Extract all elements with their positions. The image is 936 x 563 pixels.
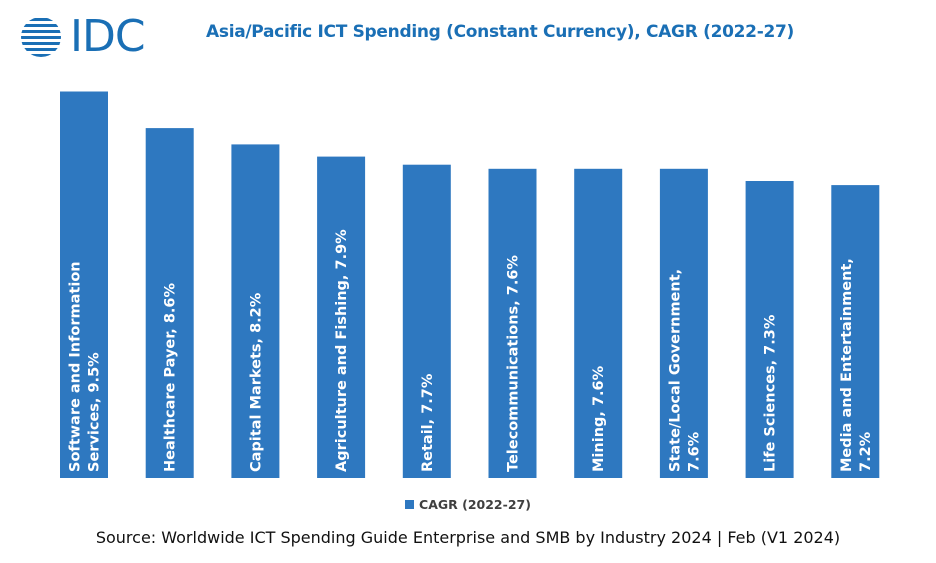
- bar-label-10: Media and Entertainment, 7.2%: [839, 258, 874, 472]
- bar-label-2: Healthcare Payer, 8.6%: [163, 282, 179, 472]
- bar-label-line: 7.6%: [686, 431, 702, 472]
- legend-label: CAGR (2022-27): [419, 497, 531, 512]
- idc-globe-icon: [21, 18, 61, 57]
- bar-label-line: Agriculture and Fishing, 7.9%: [334, 229, 350, 472]
- bar-4: [317, 156, 366, 478]
- bar-label-line: Healthcare Payer, 8.6%: [163, 282, 179, 472]
- bar-label-line: 7.2%: [858, 431, 874, 472]
- bar-label-line: Mining, 7.6%: [591, 365, 607, 472]
- bar-label-8: State/Local Government, 7.6%: [667, 269, 702, 472]
- chart-legend: CAGR (2022-27): [0, 497, 936, 512]
- bar-label-line: Media and Entertainment,: [839, 258, 855, 472]
- bar-label-line: Telecommunications, 7.6%: [506, 255, 522, 472]
- chart-title: Asia/Pacific ICT Spending (Constant Curr…: [206, 22, 794, 42]
- source-note: Source: Worldwide ICT Spending Guide Ent…: [95, 528, 841, 547]
- bar-label-line: State/Local Government,: [667, 269, 683, 472]
- legend-swatch: [405, 500, 415, 509]
- bar-label-line: Life Sciences, 7.3%: [763, 314, 779, 472]
- bar-10: [831, 185, 880, 478]
- bar-label-line: Capital Markets, 8.2%: [248, 292, 264, 472]
- bar-7: [574, 168, 623, 479]
- bar-label-6: Telecommunications, 7.6%: [506, 255, 522, 472]
- bar-label-4: Agriculture and Fishing, 7.9%: [334, 229, 350, 472]
- bar-label-5: Retail, 7.7%: [420, 373, 436, 472]
- bar-label-line: Retail, 7.7%: [420, 373, 436, 472]
- bar-5: [402, 164, 451, 478]
- bar-label-7: Mining, 7.6%: [591, 365, 607, 472]
- bar-2: [145, 128, 194, 478]
- bar-9: [745, 181, 794, 478]
- idc-logo-text: IDC: [70, 11, 146, 62]
- bar-6: [488, 168, 537, 479]
- bar-label-3: Capital Markets, 8.2%: [248, 292, 264, 472]
- bar-8: [659, 168, 708, 479]
- bar-label-line: Services, 9.5%: [87, 352, 103, 472]
- bar-1: [60, 91, 108, 478]
- bar-label-1: Software and Information Services, 9.5%: [68, 261, 103, 472]
- bar-label-9: Life Sciences, 7.3%: [763, 314, 779, 472]
- idc-logo: IDC: [18, 11, 146, 62]
- bar-3: [231, 144, 280, 478]
- bar-label-line: Software and Information: [68, 261, 84, 472]
